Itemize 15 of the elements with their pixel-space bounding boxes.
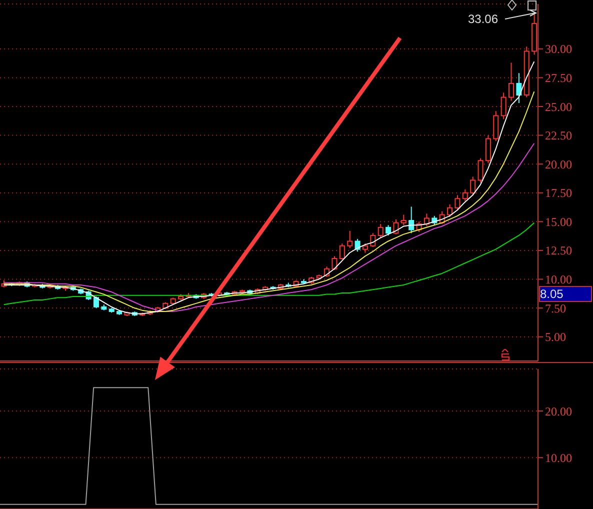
y-tick-label: 10.00	[545, 272, 572, 286]
y-tick-label: 15.00	[545, 214, 572, 229]
text: 8.05	[539, 286, 592, 302]
y-tick-label: 20.00	[545, 157, 572, 172]
y-tick-label: 25.00	[545, 100, 572, 114]
y-tick-label: 20.00	[545, 404, 572, 418]
y-tick-label: 22.50	[545, 128, 572, 143]
y-tick-label: 12.50	[545, 244, 572, 258]
y-tick-label: 17.50	[545, 186, 572, 200]
annotation: 33.06	[468, 12, 498, 26]
y-tick-label: 5.00	[545, 330, 566, 344]
y-tick-label: 30.00	[545, 42, 572, 56]
y-tick-label: 27.50	[545, 70, 572, 85]
y-tick-label: 10.00	[545, 450, 572, 465]
y-tick-label: 7.50	[545, 301, 566, 316]
